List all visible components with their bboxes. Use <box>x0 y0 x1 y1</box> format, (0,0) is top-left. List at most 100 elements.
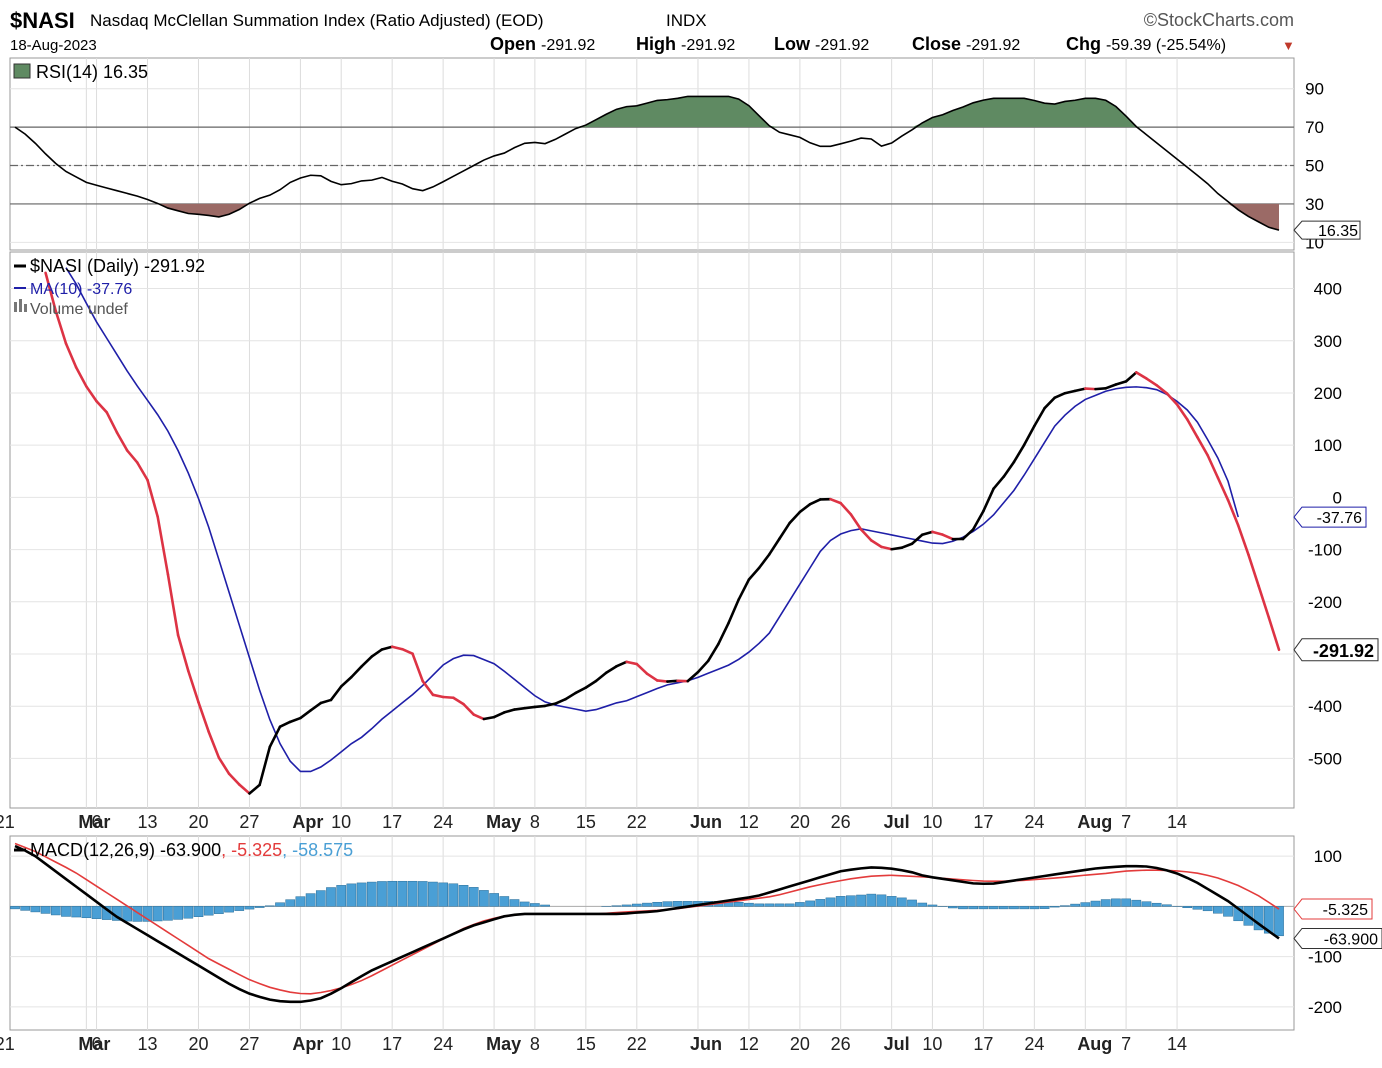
down-arrow-icon: ▼ <box>1282 38 1295 53</box>
quote-date: 18-Aug-2023 <box>10 37 97 54</box>
macd-histogram-bar <box>1141 901 1152 907</box>
macd-histogram-bar <box>631 903 642 907</box>
macd-histogram-bar <box>346 883 357 907</box>
macd-histogram-bar <box>805 900 815 907</box>
quote-chg: Chg -59.39 (-25.54%) <box>1066 34 1226 54</box>
nasi-segment <box>1196 436 1209 457</box>
nasi-segment <box>237 783 251 795</box>
nasi-segment <box>604 665 618 675</box>
nasi-segment <box>54 309 68 345</box>
nasi-segment <box>1206 453 1220 479</box>
nasi-segment <box>553 697 567 705</box>
x-tick-label: 22 <box>627 812 647 832</box>
nasi-segment <box>166 572 180 637</box>
nasi-segment <box>971 509 985 531</box>
nasi-segment <box>258 745 272 787</box>
macd-y-tick: -200 <box>1308 998 1342 1017</box>
nasi-segment <box>880 545 893 551</box>
macd-histogram-bar <box>458 885 469 907</box>
macd-histogram-bar <box>907 899 917 907</box>
nasi-segment <box>910 533 924 546</box>
macd-histogram-bar <box>336 885 347 907</box>
macd-histogram-bar <box>662 901 673 907</box>
macd-histogram-bar <box>652 901 663 907</box>
nasi-segment <box>452 696 465 706</box>
macd-histogram-bar <box>142 906 153 922</box>
nasi-segment <box>309 701 323 712</box>
macd-histogram-bar <box>1162 904 1172 907</box>
rsi-value-tag <box>1293 220 1361 240</box>
nasi-segment <box>839 501 853 516</box>
x-tick-label: 20 <box>188 1034 208 1054</box>
x-tick-label: 26 <box>831 812 851 832</box>
nasi-segment <box>421 679 435 697</box>
x-tick-label: 13 <box>138 1034 158 1054</box>
nasi-segment <box>625 660 639 666</box>
macd-histogram-bar <box>81 906 92 919</box>
macd-histogram-bar <box>1212 906 1223 914</box>
x-tick-label: Jun <box>690 812 722 832</box>
macd-histogram-bar <box>285 899 296 907</box>
x-tick-label: 7 <box>1121 1034 1131 1054</box>
macd-histogram-bar <box>1111 898 1121 907</box>
nasi-segment <box>1216 476 1230 502</box>
nasi-segment <box>74 366 88 388</box>
x-tick-label: Apr <box>292 1034 323 1054</box>
macd-histogram-bar <box>366 881 377 907</box>
nasi-segment <box>1267 616 1281 652</box>
nasi-segment <box>207 730 221 759</box>
macd-histogram-bar <box>356 882 367 907</box>
macd-histogram-bar <box>152 906 163 922</box>
nasi-segment <box>533 704 547 709</box>
macd-histogram-bar <box>1131 899 1142 907</box>
macd-histogram-bar <box>1049 906 1060 908</box>
x-tick-label: 22 <box>627 1034 647 1054</box>
macd-histogram-bar <box>254 906 265 908</box>
nasi-segment <box>523 705 537 710</box>
rsi-y-tick: 90 <box>1305 80 1324 99</box>
nasi-segment <box>1114 380 1128 386</box>
macd-histogram-bar <box>1100 899 1111 907</box>
nasi-segment <box>1012 443 1026 464</box>
x-tick-label: 10 <box>922 1034 942 1054</box>
macd-histogram-bar <box>998 906 1009 910</box>
macd-histogram-bar <box>448 883 459 907</box>
macd-histogram-bar <box>163 906 173 921</box>
nasi-segment <box>1053 391 1067 400</box>
macd-histogram-bar <box>1090 900 1101 907</box>
ma-legend: MA(10) -37.76 <box>30 281 132 298</box>
x-tick-label: 17 <box>382 812 402 832</box>
nasi-segment <box>788 510 802 525</box>
nasi-segment <box>1063 389 1077 395</box>
x-tick-label: 15 <box>576 1034 596 1054</box>
nasi-segment <box>482 715 496 721</box>
nasi-segment <box>350 665 363 679</box>
x-tick-label: 14 <box>1167 1034 1187 1054</box>
nasi-segment <box>1145 377 1158 387</box>
price-y-tick: 0 <box>1333 488 1342 507</box>
macd-histogram-bar <box>988 906 999 910</box>
macd-histogram-bar <box>417 881 428 907</box>
rsi-value-text: 16.35 <box>1318 223 1358 240</box>
nasi-segment <box>115 431 129 452</box>
nasi-segment <box>186 669 200 704</box>
x-tick-label: 26 <box>831 1034 851 1054</box>
price-y-tick: 400 <box>1314 280 1342 299</box>
nasi-segment <box>401 647 414 655</box>
macd-histogram-bar <box>1039 906 1050 909</box>
macd-histogram-bar <box>1009 906 1019 910</box>
macd-histogram-bar <box>377 881 387 907</box>
nasi-segment <box>992 475 1006 490</box>
volume-icon <box>14 302 17 312</box>
nasi-segment <box>920 530 934 537</box>
x-tick-label: 17 <box>973 812 993 832</box>
macd-histogram-bar <box>407 880 418 907</box>
x-tick-label: 27 <box>239 812 259 832</box>
nasi-segment <box>778 521 792 540</box>
macd-y-tick: 100 <box>1314 847 1342 866</box>
nasi-segment <box>95 399 109 414</box>
macd-histogram-bar <box>1019 906 1030 910</box>
nasi-segment <box>982 487 995 513</box>
